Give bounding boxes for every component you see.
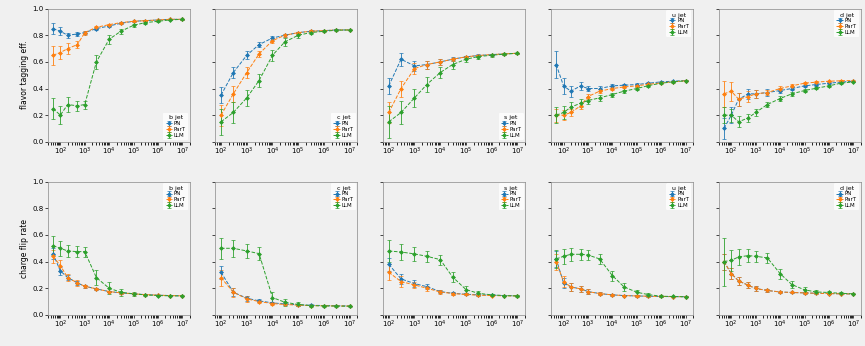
Legend: PN, ParT, LLM: PN, ParT, LLM: [667, 183, 691, 210]
Y-axis label: flavor tagging eff.: flavor tagging eff.: [21, 41, 29, 109]
Legend: PN, ParT, LLM: PN, ParT, LLM: [834, 10, 859, 37]
Legend: PN, ParT, LLM: PN, ParT, LLM: [163, 113, 188, 140]
Legend: PN, ParT, LLM: PN, ParT, LLM: [499, 113, 523, 140]
Legend: PN, ParT, LLM: PN, ParT, LLM: [667, 10, 691, 37]
Y-axis label: charge flip rate: charge flip rate: [21, 219, 29, 278]
Legend: PN, ParT, LLM: PN, ParT, LLM: [331, 113, 356, 140]
Legend: PN, ParT, LLM: PN, ParT, LLM: [834, 183, 859, 210]
Legend: PN, ParT, LLM: PN, ParT, LLM: [499, 183, 523, 210]
Legend: PN, ParT, LLM: PN, ParT, LLM: [163, 183, 188, 210]
Legend: PN, ParT, LLM: PN, ParT, LLM: [331, 183, 356, 210]
